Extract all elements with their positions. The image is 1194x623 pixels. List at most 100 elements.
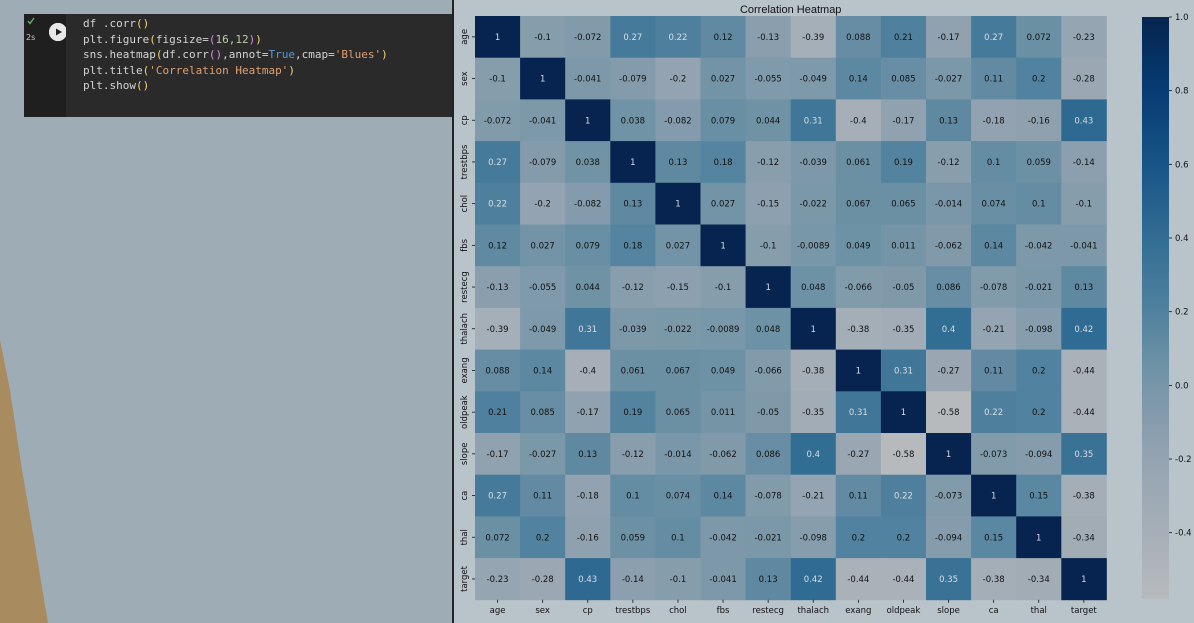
- cell-annotation: 0.059: [1027, 158, 1051, 168]
- heatmap-cell: [971, 266, 1017, 309]
- heatmap-cell: [745, 391, 792, 434]
- code-token: 16,12: [215, 32, 249, 46]
- heatmap-cell: [700, 307, 746, 350]
- heatmap-cell: [790, 307, 837, 350]
- code-token: 'Blues': [334, 48, 382, 61]
- heatmap-cell: [835, 558, 882, 601]
- heatmap-cell: [745, 433, 792, 476]
- heatmap-cell: [520, 516, 566, 559]
- cell-annotation: -0.12: [757, 158, 779, 168]
- heatmap-cell: [1016, 57, 1062, 100]
- background-wedge: [0, 340, 48, 623]
- heatmap-cell: [971, 224, 1017, 267]
- cell-annotation: -0.27: [847, 450, 869, 460]
- colorbar-tick-label: -0.2: [1175, 455, 1192, 465]
- x-tick-label: thal: [1031, 606, 1047, 616]
- y-tick-label: fbs: [460, 238, 470, 251]
- heatmap-cell: [475, 16, 521, 59]
- heatmap-cell: [880, 16, 927, 59]
- cell-annotation: 0.15: [984, 533, 1003, 543]
- x-tick-label: cp: [583, 606, 593, 616]
- heatmap-cell: [475, 391, 521, 434]
- heatmap-cell: [790, 99, 837, 142]
- heatmap-cell: [520, 266, 566, 309]
- cell-annotation: 0.31: [804, 116, 823, 126]
- cell-annotation: 1: [585, 116, 590, 126]
- cell-annotation: -0.073: [935, 492, 962, 502]
- heatmap-cell: [745, 182, 792, 225]
- run-cell-button[interactable]: [49, 23, 67, 41]
- heatmap-cell: [880, 57, 927, 100]
- cell-annotation: -0.094: [935, 533, 962, 543]
- heatmap-cell: [745, 558, 792, 601]
- cell-annotation: 0.11: [984, 366, 1003, 376]
- cell-annotation: 0.22: [668, 33, 687, 43]
- heatmap-cell: [1061, 57, 1107, 100]
- cell-annotation: -0.055: [754, 75, 781, 85]
- cell-annotation: -0.13: [757, 33, 779, 43]
- cell-annotation: 0.086: [936, 283, 960, 293]
- heatmap-cell: [745, 224, 792, 267]
- cell-annotation: 0.049: [846, 241, 870, 251]
- cell-annotation: 1: [811, 325, 816, 335]
- heatmap-cell: [565, 433, 611, 476]
- code-token: sns.heatmap: [83, 48, 156, 61]
- heatmap-cell: [971, 474, 1017, 517]
- cell-annotation: 1: [1081, 575, 1086, 585]
- heatmap-cell: [700, 433, 746, 476]
- heatmap-cell: [565, 224, 611, 267]
- cell-annotation: -0.39: [487, 325, 509, 335]
- cell-annotation: 0.35: [939, 575, 958, 585]
- heatmap-cell: [790, 474, 837, 517]
- cell-annotation: -0.1: [1076, 200, 1093, 210]
- code-cell[interactable]: 2s df .corr() plt.figure(figsize=(16,12))…: [24, 14, 454, 117]
- cell-annotation: -0.28: [532, 575, 554, 585]
- x-tick-label: exang: [845, 606, 871, 616]
- heatmap-cell: [926, 349, 972, 392]
- heatmap-cell: [971, 307, 1017, 350]
- heatmap-cell: [610, 391, 656, 434]
- heatmap-cell: [1061, 474, 1107, 517]
- heatmap-cell: [655, 266, 701, 309]
- heatmap-cell: [565, 307, 611, 350]
- heatmap-cell: [926, 433, 972, 476]
- code-token: df.corr: [162, 48, 209, 61]
- cell-annotation: 0.22: [894, 492, 913, 502]
- cell-annotation: 0.027: [711, 75, 735, 85]
- code-editor[interactable]: df .corr() plt.figure(figsize=(16,12)) sns…: [66, 14, 454, 117]
- heatmap-cell: [880, 349, 927, 392]
- cell-annotation: -0.027: [529, 450, 556, 460]
- cell-annotation: 0.1: [1032, 200, 1046, 210]
- heatmap-cell: [655, 57, 701, 100]
- cell-annotation: -0.16: [1028, 116, 1050, 126]
- cell-annotation: -0.1: [670, 575, 687, 585]
- x-tick-label: fbs: [717, 606, 730, 616]
- code-token: ): [255, 32, 262, 46]
- heatmap-cell: [520, 558, 566, 601]
- cell-annotation: -0.44: [892, 575, 914, 585]
- cell-annotation: -0.073: [980, 450, 1007, 460]
- y-tick-label: ca: [460, 491, 470, 501]
- cell-annotation: -0.17: [577, 408, 599, 418]
- heatmap-cell: [610, 349, 656, 392]
- chart-title: Correlation Heatmap: [740, 4, 842, 16]
- heatmap-cell: [880, 224, 927, 267]
- cell-annotation: 0.044: [576, 283, 600, 293]
- cell-annotation: -0.21: [983, 325, 1005, 335]
- code-token: plt.show: [83, 79, 136, 92]
- cell-annotation: -0.039: [800, 158, 827, 168]
- heatmap-cell: [790, 391, 837, 434]
- cell-annotation: -0.14: [622, 575, 644, 585]
- heatmap-cell: [971, 433, 1017, 476]
- heatmap-cell: [880, 516, 927, 559]
- heatmap-cell: [700, 141, 746, 184]
- heatmap-cell: [926, 307, 972, 350]
- heatmap-cell: [475, 224, 521, 267]
- cell-annotation: 1: [720, 241, 725, 251]
- cell-annotation: 0.044: [756, 116, 780, 126]
- x-tick-label: restecg: [752, 606, 784, 616]
- heatmap-cell: [565, 474, 611, 517]
- cell-annotation: 0.049: [711, 366, 735, 376]
- heatmap-cell: [1016, 182, 1062, 225]
- colorbar-tick-label: 0.6: [1175, 160, 1189, 170]
